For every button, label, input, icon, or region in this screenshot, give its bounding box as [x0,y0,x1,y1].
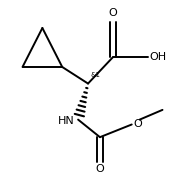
Text: &1: &1 [90,72,100,78]
Text: OH: OH [150,52,167,62]
Text: O: O [108,8,117,18]
Text: HN: HN [57,116,74,126]
Text: O: O [96,164,104,175]
Text: O: O [134,119,142,129]
